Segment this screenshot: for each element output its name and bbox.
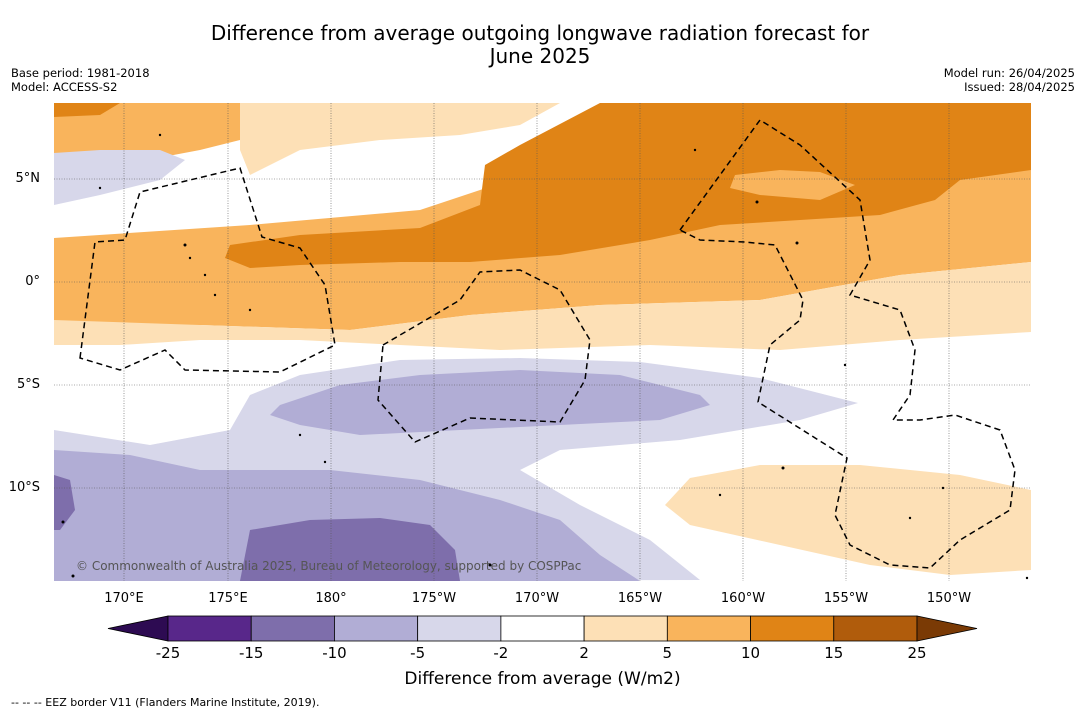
colorbar-extend-high — [916, 615, 978, 642]
colorbar-tick-label: -25 — [155, 644, 181, 662]
y-tick-label: 5°N — [15, 171, 41, 186]
colorbar-segment — [750, 615, 835, 642]
colorbar-tick-label: -2 — [493, 644, 509, 662]
contour-neg10-to-neg15-west — [54, 475, 75, 530]
y-tick-label: 5°S — [16, 377, 40, 392]
issued-date: Issued: 28/04/2025 — [964, 80, 1075, 94]
contour-neg10-to-neg15 — [240, 518, 460, 581]
colorbar-extend-low — [107, 615, 169, 642]
title-line-1: Difference from average outgoing longwav… — [210, 21, 870, 45]
colorbar-tick-label: 2 — [579, 644, 589, 662]
contour-2-to-5-north — [240, 103, 560, 175]
colorbar-segment — [250, 615, 335, 642]
x-tick-label: 170°W — [514, 591, 560, 606]
base-period: Base period: 1981-2018 — [11, 66, 150, 80]
contour-neg5-to-neg10-south — [54, 450, 640, 581]
x-tick-label: 150°W — [926, 591, 972, 606]
contour-2-to-5-south — [665, 465, 1031, 575]
x-tick-label: 160°W — [720, 591, 766, 606]
meta-left: Base period: 1981-2018 Model: ACCESS-S2 — [11, 66, 150, 94]
y-tick-label: 0° — [25, 274, 40, 289]
colorbar-label: Difference from average (W/m2) — [404, 669, 681, 689]
colorbar-tick-label: -15 — [238, 644, 264, 662]
model-name: Model: ACCESS-S2 — [11, 80, 118, 94]
contour-10-to-15 — [225, 103, 1031, 268]
contour-5-to-10-north — [54, 103, 300, 190]
meta-right: Model run: 26/04/2025 Issued: 28/04/2025 — [944, 66, 1075, 94]
x-tick-label: 175°E — [208, 591, 248, 606]
chart-title: Difference from average outgoing longwav… — [170, 22, 910, 68]
x-tick-label: 175°W — [411, 591, 457, 606]
colorbar-tick-label: -5 — [410, 644, 426, 662]
contour-10-to-15-west — [54, 103, 120, 117]
x-tick-label: 170°E — [104, 591, 144, 606]
colorbar-segment — [417, 615, 502, 642]
contour-neg2-to-neg5-north — [54, 150, 185, 205]
copyright-credit: © Commonwealth of Australia 2025, Bureau… — [76, 559, 582, 573]
island-markers — [61, 133, 1029, 580]
colorbar-tick-label: 25 — [907, 644, 927, 662]
eez-legend: -- -- -- EEZ border V11 (Flanders Marine… — [11, 696, 320, 709]
colorbar-segment — [500, 615, 585, 642]
eez-borders — [79, 118, 1016, 569]
x-tick-label: 155°W — [823, 591, 869, 606]
colorbar-tick-label: 10 — [741, 644, 761, 662]
colorbar-tick-label: -10 — [322, 644, 347, 662]
colorbar-segment — [666, 615, 751, 642]
colorbar-tick-label: 15 — [824, 644, 844, 662]
colorbar-segment — [167, 615, 252, 642]
contour-2-to-5-band — [54, 262, 1031, 350]
x-tick-label: 180° — [315, 591, 347, 606]
colorbar-segment — [833, 615, 918, 642]
title-line-2: June 2025 — [489, 44, 591, 68]
contour-5-to-10-inlay — [730, 170, 855, 200]
colorbar-segment — [583, 615, 668, 642]
colorbar-tick-label: 5 — [662, 644, 673, 662]
model-run: Model run: 26/04/2025 — [943, 66, 1075, 80]
y-tick-label: 10°S — [8, 480, 40, 495]
gridlines — [54, 103, 1031, 581]
x-tick-label: 165°W — [617, 591, 663, 606]
colorbar-segment — [334, 615, 419, 642]
